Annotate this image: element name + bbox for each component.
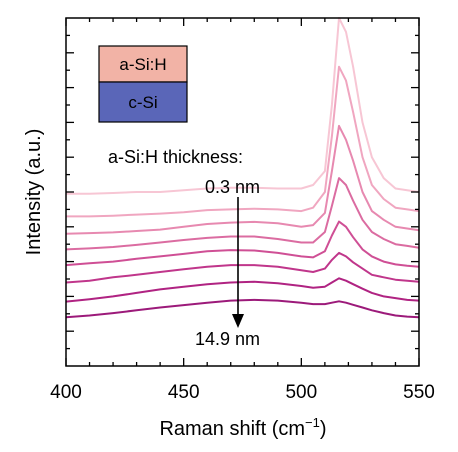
thickness-heading: a-Si:H thickness: xyxy=(108,147,243,167)
x-tick-label: 500 xyxy=(285,382,317,403)
thickness-arrowhead xyxy=(232,314,244,328)
inset-schematic: a-Si:H c-Si xyxy=(98,45,188,123)
x-axis-title: Raman shift (cm−1) xyxy=(159,415,326,440)
x-tick-label: 400 xyxy=(50,382,82,403)
inset-asi-layer xyxy=(98,45,188,83)
x-tick-label: 450 xyxy=(168,382,200,403)
spectrum-line-1 xyxy=(66,17,420,195)
spectrum-line-4 xyxy=(65,177,420,251)
spectrum-line-7 xyxy=(65,277,420,303)
thickness-start-label: 0.3 nm xyxy=(205,177,260,197)
inset-bottom-label: c-Si xyxy=(128,93,157,112)
spectrum-line-5 xyxy=(65,220,420,268)
thickness-end-label: 14.9 nm xyxy=(195,329,260,349)
inset-top-label: a-Si:H xyxy=(119,55,166,74)
tick-layer: 400 450 500 550 xyxy=(50,18,435,403)
inset-csi-layer xyxy=(98,81,188,123)
spectrum-line-2 xyxy=(66,65,420,218)
y-axis-title: Intensity (a.u.) xyxy=(23,129,45,256)
series-layer xyxy=(65,17,420,319)
x-tick-label: 550 xyxy=(403,382,435,403)
spectrum-line-6 xyxy=(65,251,420,284)
spectrum-line-8 xyxy=(65,298,420,319)
spectrum-line-3 xyxy=(65,124,420,235)
